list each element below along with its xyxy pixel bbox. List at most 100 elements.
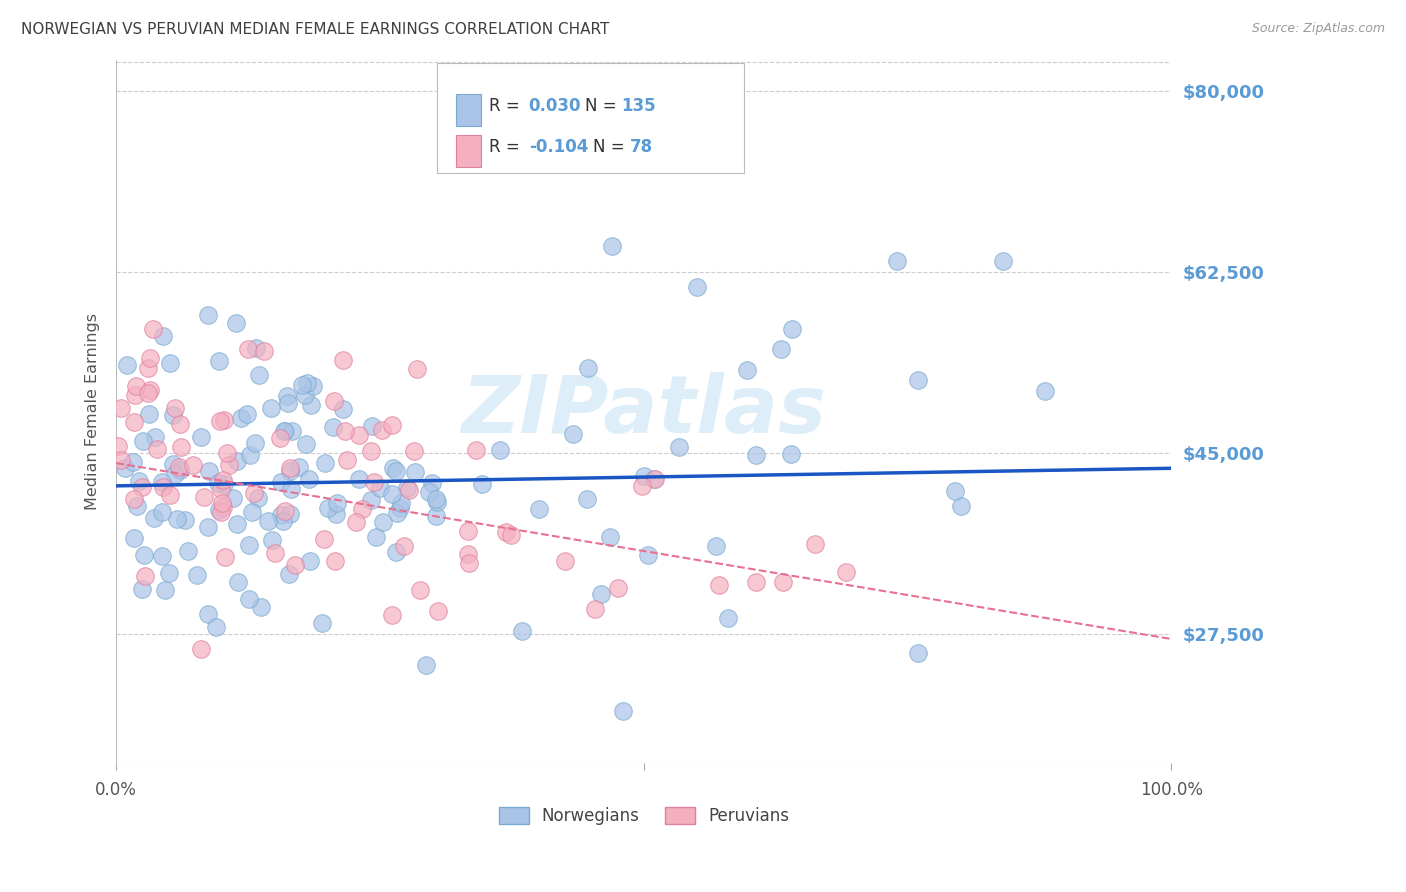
Point	[107, 439, 129, 453]
Point	[364, 530, 387, 544]
Point	[835, 566, 858, 580]
Point	[256, 515, 278, 529]
Point	[325, 496, 347, 510]
Point	[236, 343, 259, 357]
Point	[165, 401, 187, 416]
Point	[212, 500, 235, 514]
Point	[644, 472, 666, 486]
Text: R =: R =	[489, 97, 526, 115]
Point	[132, 549, 155, 563]
Point	[273, 424, 295, 438]
Point	[385, 506, 408, 520]
Point	[295, 376, 318, 391]
Point	[131, 582, 153, 596]
Point	[314, 456, 336, 470]
Point	[389, 496, 412, 510]
Point	[420, 475, 443, 490]
Point	[169, 417, 191, 431]
Point	[197, 607, 219, 621]
Point	[323, 553, 346, 567]
Point	[600, 239, 623, 253]
Point	[402, 444, 425, 458]
Point	[150, 505, 173, 519]
Point	[426, 604, 449, 618]
Point	[245, 341, 267, 355]
Point	[115, 359, 138, 373]
Point	[395, 481, 418, 495]
Point	[316, 501, 339, 516]
Point	[253, 343, 276, 358]
Point	[134, 569, 156, 583]
Point	[489, 443, 512, 458]
Text: N =: N =	[593, 138, 630, 156]
Point	[132, 434, 155, 448]
Point	[426, 495, 449, 509]
Point	[284, 558, 307, 572]
Point	[408, 583, 430, 598]
Point	[260, 533, 283, 547]
Point	[193, 490, 215, 504]
Point	[368, 482, 391, 496]
Point	[381, 417, 404, 432]
Point	[162, 457, 184, 471]
Point	[110, 453, 132, 467]
Text: 78: 78	[630, 138, 652, 156]
Point	[159, 488, 181, 502]
Point	[360, 492, 382, 507]
Point	[298, 472, 321, 486]
Point	[907, 646, 929, 660]
Point	[226, 575, 249, 590]
Point	[166, 511, 188, 525]
Point	[212, 413, 235, 427]
Point	[197, 520, 219, 534]
Point	[612, 705, 634, 719]
Point	[207, 476, 229, 491]
Point	[415, 658, 437, 673]
Point	[457, 556, 479, 570]
Point	[229, 410, 252, 425]
Point	[246, 491, 269, 505]
Point	[209, 414, 232, 428]
Point	[139, 351, 162, 366]
Text: R =: R =	[489, 138, 526, 156]
Point	[637, 548, 659, 562]
Point	[173, 512, 195, 526]
Point	[165, 467, 187, 481]
Point	[124, 388, 146, 402]
Point	[263, 546, 285, 560]
Point	[177, 543, 200, 558]
Point	[186, 568, 208, 582]
Point	[138, 361, 160, 376]
Point	[384, 464, 406, 478]
Point	[222, 491, 245, 506]
Point	[643, 471, 665, 485]
Point	[323, 393, 346, 408]
Point	[181, 458, 204, 472]
Point	[214, 549, 236, 564]
Point	[347, 472, 370, 486]
Point	[294, 388, 316, 402]
Point	[668, 440, 690, 454]
Point	[136, 386, 159, 401]
Point	[404, 465, 426, 479]
Point	[780, 321, 803, 335]
Point	[169, 463, 191, 477]
Point	[269, 431, 291, 445]
Point	[197, 308, 219, 322]
Point	[457, 548, 479, 562]
Point	[363, 475, 385, 489]
Point	[271, 514, 294, 528]
Point	[208, 354, 231, 368]
Point	[633, 468, 655, 483]
Point	[425, 492, 447, 507]
Point	[576, 361, 599, 376]
Point	[205, 620, 228, 634]
Point	[704, 539, 727, 553]
Point	[138, 383, 160, 397]
Point	[169, 440, 191, 454]
Point	[142, 511, 165, 525]
Point	[392, 539, 415, 553]
Point	[276, 389, 298, 403]
Point	[501, 528, 523, 542]
Point	[464, 442, 486, 457]
